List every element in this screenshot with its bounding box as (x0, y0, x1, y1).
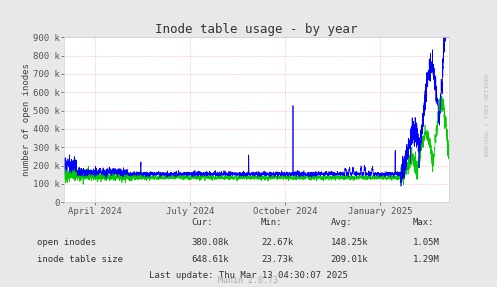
Y-axis label: number of open inodes: number of open inodes (22, 63, 31, 176)
Text: 148.25k: 148.25k (331, 238, 368, 247)
Text: Avg:: Avg: (331, 218, 352, 227)
Title: Inode table usage - by year: Inode table usage - by year (155, 23, 357, 36)
Text: 1.29M: 1.29M (413, 255, 439, 264)
Text: 1.05M: 1.05M (413, 238, 439, 247)
Text: 209.01k: 209.01k (331, 255, 368, 264)
Text: RRDTOOL / TOBI OETIKER: RRDTOOL / TOBI OETIKER (485, 73, 490, 156)
Text: open inodes: open inodes (37, 238, 96, 247)
Text: Munin 2.0.73: Munin 2.0.73 (219, 276, 278, 285)
Text: 380.08k: 380.08k (191, 238, 229, 247)
Text: 648.61k: 648.61k (191, 255, 229, 264)
Text: inode table size: inode table size (37, 255, 123, 264)
Text: Last update: Thu Mar 13 04:30:07 2025: Last update: Thu Mar 13 04:30:07 2025 (149, 271, 348, 280)
Text: 22.67k: 22.67k (261, 238, 293, 247)
Text: 23.73k: 23.73k (261, 255, 293, 264)
Text: Min:: Min: (261, 218, 282, 227)
Text: Max:: Max: (413, 218, 434, 227)
Text: Cur:: Cur: (191, 218, 213, 227)
